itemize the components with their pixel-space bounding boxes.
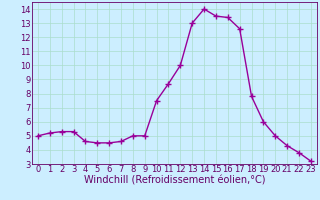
X-axis label: Windchill (Refroidissement éolien,°C): Windchill (Refroidissement éolien,°C) — [84, 176, 265, 186]
